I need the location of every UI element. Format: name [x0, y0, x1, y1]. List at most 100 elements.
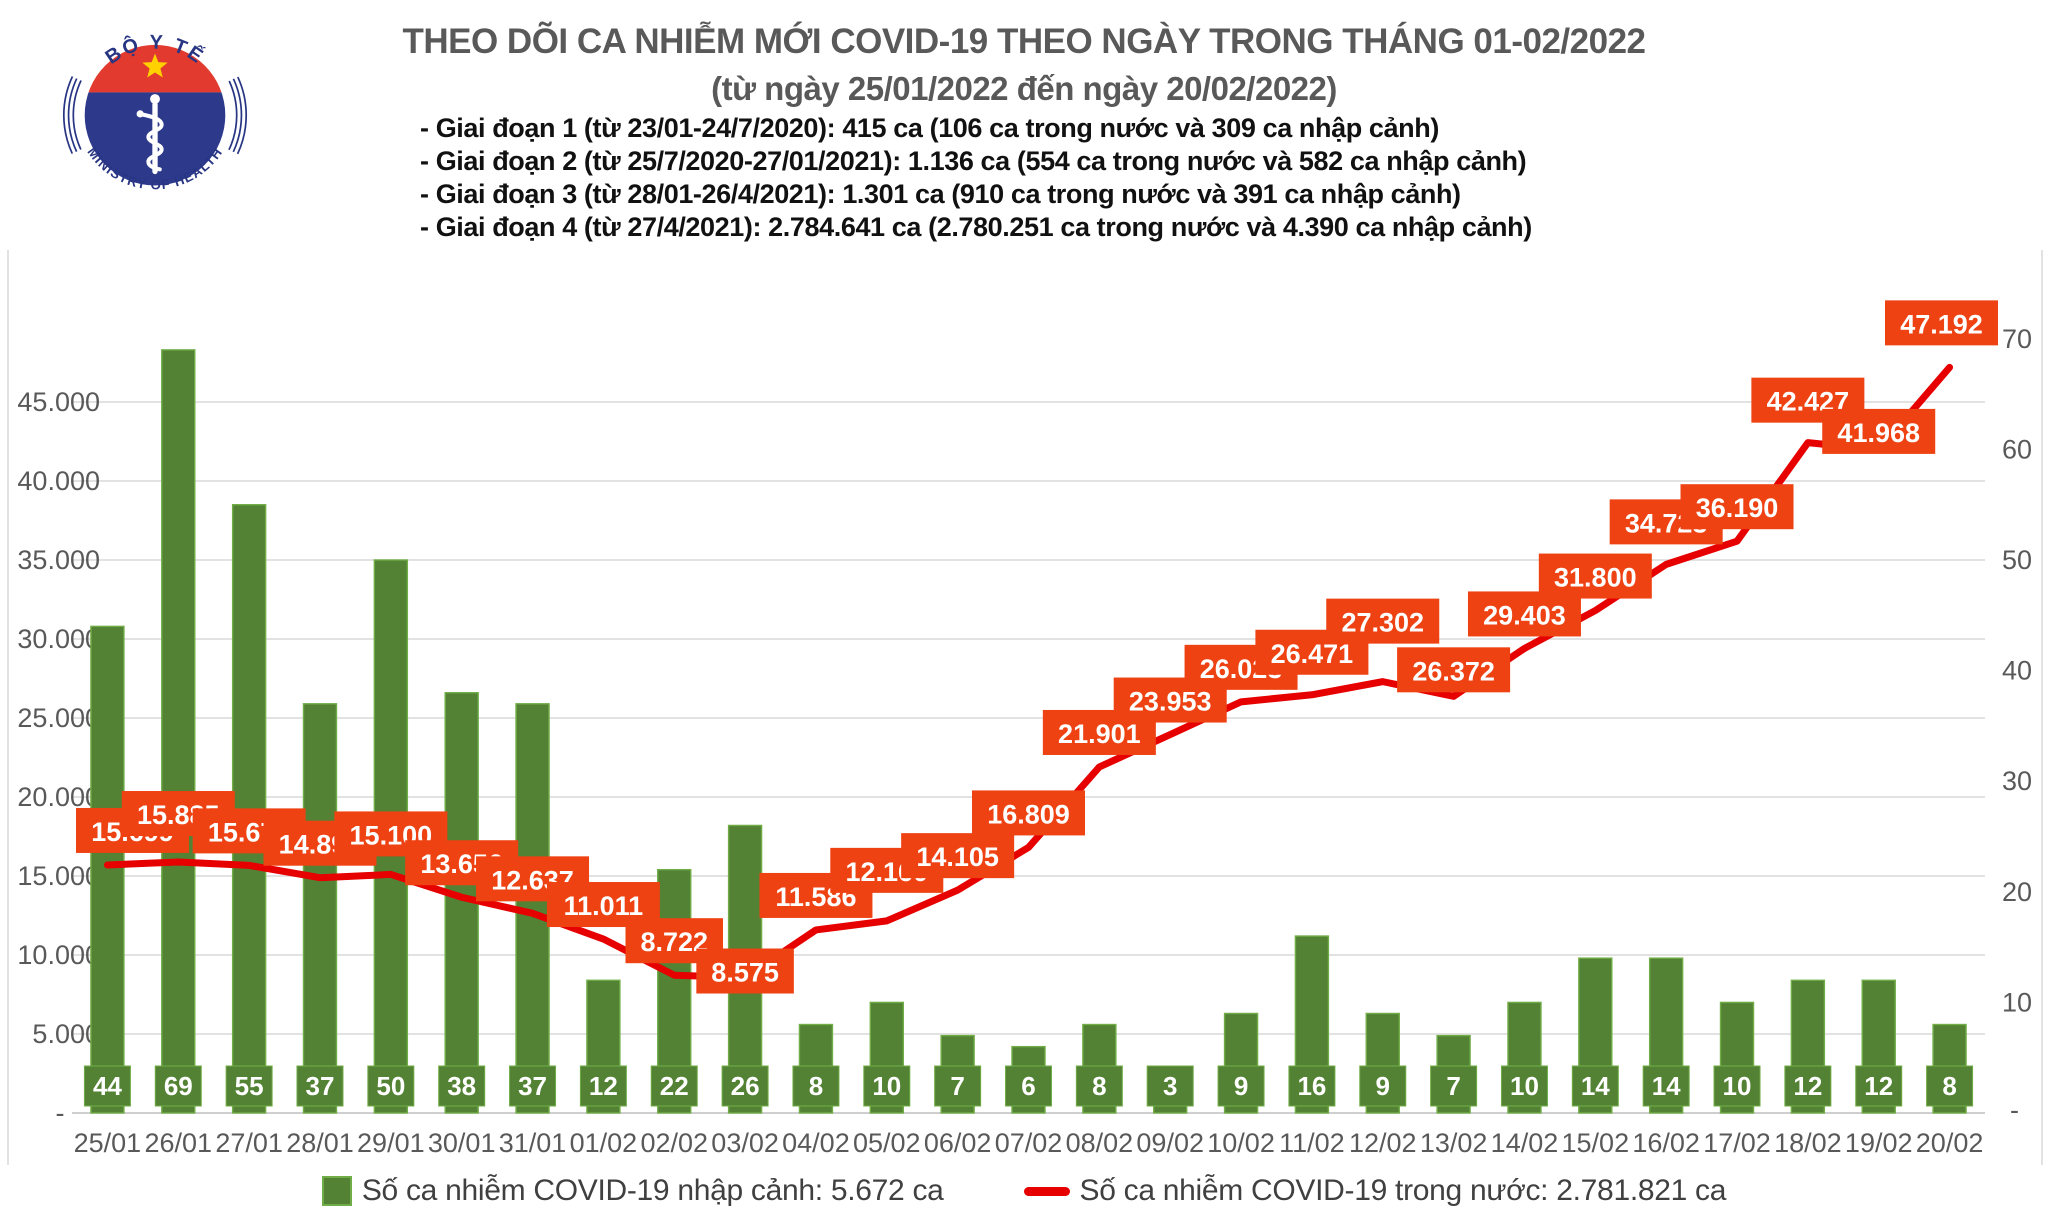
line-label: 21.901 [1058, 719, 1141, 749]
bar-label-box [1926, 1065, 1974, 1107]
date-label: 14/02 [1491, 1128, 1559, 1158]
bar-label-box [154, 1065, 202, 1107]
date-label: 02/02 [640, 1128, 708, 1158]
line-label: 26.372 [1412, 656, 1495, 686]
bar-label-box [1075, 1065, 1123, 1107]
bar-label: 8 [809, 1071, 823, 1101]
date-label: 28/01 [286, 1128, 354, 1158]
bar-label-box [296, 1065, 344, 1107]
bar-label-box [721, 1065, 769, 1107]
bar-label: 50 [376, 1071, 405, 1101]
date-label: 08/02 [1066, 1128, 1134, 1158]
date-label: 03/02 [711, 1128, 779, 1158]
logo-asclepius-rod-icon [136, 94, 164, 175]
left-axis-tick: 40.000 [17, 466, 100, 496]
bar-label: 7 [950, 1071, 964, 1101]
legend-item-domestic: Số ca nhiễm COVID-19 trong nước: 2.781.8… [1023, 1174, 1726, 1208]
bar-label-box [1642, 1065, 1690, 1107]
bar-label: 22 [660, 1071, 689, 1101]
legend-item-imported: Số ca nhiễm COVID-19 nhập cảnh: 5.672 ca [321, 1174, 944, 1208]
left-axis-tick: 15.000 [17, 861, 100, 891]
line-label-box [1467, 591, 1581, 637]
line-label: 36.190 [1696, 493, 1779, 523]
date-label: 20/02 [1916, 1128, 1984, 1158]
bar-label-box [1217, 1065, 1265, 1107]
date-label: 04/02 [782, 1128, 850, 1158]
bar-label-box [1005, 1065, 1052, 1107]
line-label-box [696, 948, 794, 994]
line-label: 29.403 [1483, 600, 1566, 630]
line-label: 23.953 [1129, 687, 1212, 717]
bar-label-box [1500, 1065, 1548, 1107]
bar-label-box [792, 1065, 840, 1107]
bar-label: 12 [1793, 1071, 1822, 1101]
left-axis-tick: 25.000 [17, 703, 100, 733]
legend-imported-label: Số ca nhiễm COVID-19 nhập cảnh: 5.672 ca [361, 1174, 944, 1207]
logo-outer-arcs [62, 23, 248, 207]
bar-label: 37 [518, 1071, 547, 1101]
line-label: 27.302 [1341, 608, 1424, 638]
line-label-box [1397, 647, 1511, 693]
bar-label: 26 [731, 1071, 760, 1101]
date-label: 30/01 [428, 1128, 496, 1158]
phase-3-line: - Giai đoạn 3 (từ 28/01-26/4/2021): 1.30… [420, 179, 1461, 209]
date-label: 31/01 [499, 1128, 567, 1158]
date-label: 27/01 [215, 1128, 283, 1158]
bar [302, 703, 338, 1114]
date-label: 17/02 [1703, 1128, 1771, 1158]
date-label: 18/02 [1774, 1128, 1842, 1158]
bar-label: 16 [1297, 1071, 1326, 1101]
date-label: 26/01 [144, 1128, 212, 1158]
bar-label: 9 [1376, 1071, 1390, 1101]
date-label: 09/02 [1136, 1128, 1204, 1158]
date-label: 13/02 [1420, 1128, 1488, 1158]
right-axis-tick: 20 [2002, 877, 2032, 907]
date-label: 10/02 [1207, 1128, 1275, 1158]
right-axis-tick: 10 [2002, 987, 2032, 1017]
line-value-labels: 15.69915.88515.67214.89215.10013.65612.6… [76, 300, 1998, 994]
bar-label: 69 [164, 1071, 193, 1101]
bar-label-box [1288, 1065, 1336, 1107]
right-axis-tick: 60 [2002, 434, 2032, 464]
bar-label: 12 [1864, 1071, 1893, 1101]
bar-label-box [1359, 1065, 1407, 1107]
left-axis-tick: 45.000 [17, 387, 100, 417]
date-label: 12/02 [1349, 1128, 1417, 1158]
bar-label-box [509, 1065, 557, 1107]
bar-label: 37 [306, 1071, 335, 1101]
left-axis-labels: 45.000 40.000 35.000 30.000 25.000 20.000 15.0… [17, 387, 100, 1128]
right-axis-tick: 70 [2002, 324, 2032, 354]
date-label: 11/02 [1279, 1128, 1345, 1158]
left-axis-tick: 30.000 [17, 624, 100, 654]
bar-label: 10 [1723, 1071, 1752, 1101]
line-label: 8.575 [711, 958, 779, 988]
left-axis-tick: 35.000 [17, 545, 100, 575]
bar-label-box [1430, 1065, 1478, 1107]
bar-label-box [650, 1065, 698, 1107]
bar-label: 10 [1510, 1071, 1539, 1101]
bar-label: 12 [589, 1071, 618, 1101]
date-label: 16/02 [1632, 1128, 1700, 1158]
line-label: 31.800 [1554, 563, 1637, 593]
line-label: 11.011 [564, 891, 644, 921]
bar-label-box [438, 1065, 486, 1107]
left-axis-tick: 10.000 [17, 940, 100, 970]
bar-label: 10 [872, 1071, 901, 1101]
bar-label-box [83, 1065, 131, 1107]
imported-cases-bars [90, 349, 1967, 1114]
bar-label: 7 [1446, 1071, 1460, 1101]
logo-star-icon [142, 53, 168, 78]
bar-label: 6 [1021, 1071, 1035, 1101]
bar-label: 8 [1942, 1071, 1956, 1101]
bar-label: 8 [1092, 1071, 1106, 1101]
ministry-of-health-logo: BỘ Y TẾ MINISTRY OF HEALTH [62, 23, 248, 207]
right-axis-tick: 50 [2002, 545, 2032, 575]
bar-label: 3 [1163, 1071, 1177, 1101]
bar [161, 349, 196, 1114]
bar-label: 14 [1581, 1071, 1610, 1101]
chart-subtitle: (từ ngày 25/01/2022 đến ngày 20/02/2022) [711, 70, 1337, 107]
date-label: 06/02 [924, 1128, 992, 1158]
bar-label-box [1784, 1065, 1832, 1107]
bar-label-box [1855, 1065, 1903, 1107]
date-label: 19/02 [1845, 1128, 1913, 1158]
